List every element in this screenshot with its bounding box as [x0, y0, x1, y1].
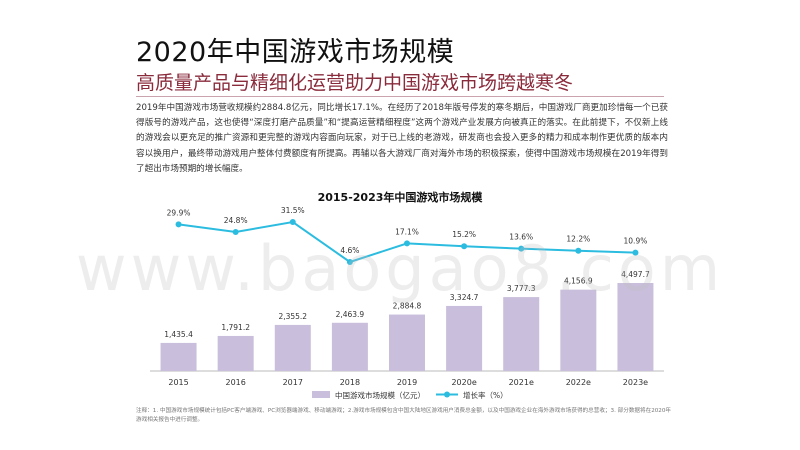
title-divider	[136, 96, 664, 97]
x-tick-label: 2022e	[566, 378, 591, 387]
growth-rate-point	[632, 249, 639, 256]
growth-rate-label: 24.8%	[224, 216, 248, 225]
bar	[560, 289, 597, 371]
legend: 中国游戏市场规模（亿元） 增长率（%）	[312, 390, 508, 400]
x-tick-label: 2017	[283, 378, 303, 387]
growth-rate-label: 29.9%	[167, 208, 191, 217]
legend-line-marker	[444, 391, 450, 398]
bar	[331, 322, 368, 371]
growth-rate-point	[518, 245, 525, 252]
growth-rate-label: 12.2%	[566, 235, 590, 244]
chart-title: 2015-2023年中国游戏市场规模	[317, 191, 483, 204]
bar-value-label: 2,884.8	[393, 302, 422, 311]
growth-rate-label: 31.5%	[281, 206, 305, 215]
bar-value-label: 4,156.9	[564, 277, 593, 286]
growth-rate-point	[232, 228, 239, 235]
x-tick-label: 2020e	[451, 378, 476, 387]
bar-value-label: 1,791.2	[221, 323, 250, 332]
bar-value-label: 1,435.4	[164, 330, 193, 339]
bar	[160, 342, 197, 371]
bar	[446, 305, 483, 371]
growth-rate-label: 17.1%	[395, 227, 419, 236]
x-tick-label: 2023e	[623, 378, 648, 387]
bar-value-label: 2,463.9	[336, 310, 365, 319]
page-subtitle: 高质量产品与精细化运营助力中国游戏市场跨越寒冬	[136, 72, 574, 94]
growth-rate-point	[346, 259, 353, 265]
bar-value-label: 3,324.7	[450, 293, 479, 302]
bar-value-label: 3,777.3	[507, 284, 536, 293]
growth-rate-point	[175, 221, 182, 228]
bar	[617, 283, 654, 371]
bar	[389, 314, 425, 371]
bar	[274, 324, 311, 371]
legend-bar-swatch	[312, 391, 330, 398]
summary-paragraph: 2019年中国游戏市场营收规模约2884.8亿元，同比增长17.1%。在经历了2…	[136, 103, 668, 174]
bar	[503, 297, 540, 371]
x-tick-label: 2015	[168, 378, 188, 387]
bar	[217, 335, 254, 371]
x-tick-label: 2018	[340, 378, 360, 387]
legend-bar-label: 中国游戏市场规模（亿元）	[335, 390, 425, 400]
growth-rate-label: 15.2%	[452, 230, 476, 239]
bars-layer	[160, 283, 654, 371]
x-tick-label: 2019	[397, 378, 417, 387]
bar-value-label: 4,497.7	[621, 270, 650, 279]
footnote: 注释：1. 中国游戏市场规模统计包括PC客户端游戏、PC浏览器端游戏、移动端游戏…	[136, 408, 672, 423]
line-layer	[175, 219, 639, 265]
growth-rate-point	[575, 247, 582, 254]
growth-rate-point	[404, 240, 410, 247]
labels-layer: 1,435.4 2015 29.9% 1,791.2 2016 24.8% 2,355.2 2…	[164, 206, 650, 387]
legend-line-label: 增长率（%）	[463, 390, 508, 400]
growth-rate-label: 13.6%	[509, 233, 533, 242]
bar-value-label: 2,355.2	[278, 312, 307, 321]
x-tick-label: 2021e	[509, 378, 534, 387]
x-tick-label: 2016	[225, 378, 245, 387]
growth-rate-point	[289, 219, 296, 225]
growth-rate-label: 10.9%	[624, 237, 648, 246]
page-title: 2020年中国游戏市场规模	[136, 37, 455, 68]
growth-rate-point	[461, 243, 468, 250]
growth-rate-label: 4.6%	[340, 246, 359, 255]
